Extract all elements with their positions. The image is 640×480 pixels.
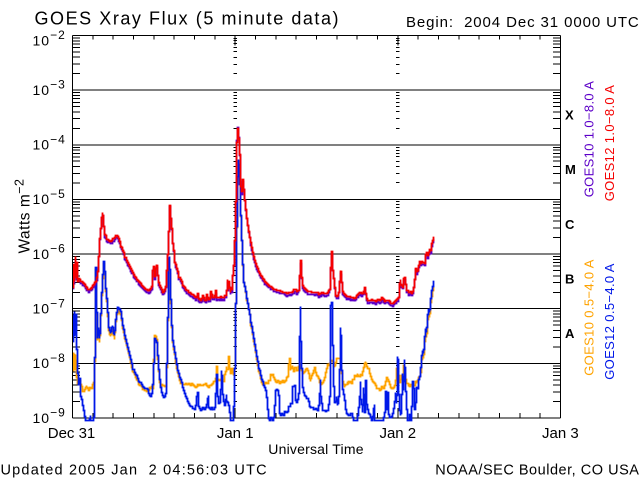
svg-text:10−6: 10−6: [33, 242, 66, 262]
svg-text:B: B: [565, 271, 574, 286]
svg-text:Begin: 2004 Dec 31 0000 UTC: Begin: 2004 Dec 31 0000 UTC: [406, 14, 640, 31]
svg-text:10−4: 10−4: [33, 132, 66, 152]
svg-text:10−2: 10−2: [33, 28, 66, 48]
svg-text:GOES Xray Flux (5 minute data): GOES Xray Flux (5 minute data): [35, 9, 341, 29]
svg-text:10−9: 10−9: [33, 406, 66, 426]
svg-text:10−5: 10−5: [33, 187, 66, 207]
svg-text:10−3: 10−3: [33, 78, 66, 98]
svg-text:10−8: 10−8: [33, 351, 66, 371]
svg-text:X: X: [565, 108, 574, 123]
svg-text:Jan 2: Jan 2: [379, 425, 416, 442]
svg-text:M: M: [565, 162, 576, 177]
svg-text:Jan 1: Jan 1: [217, 425, 254, 442]
svg-text:NOAA/SEC Boulder, CO USA: NOAA/SEC Boulder, CO USA: [435, 463, 639, 479]
svg-text:Jan 3: Jan 3: [542, 425, 579, 442]
svg-text:Watts m−2: Watts m−2: [13, 178, 34, 253]
svg-text:10−7: 10−7: [33, 296, 66, 316]
svg-text:A: A: [565, 326, 575, 341]
svg-text:Updated 2005 Jan 2 04:56:03 U: Updated 2005 Jan 2 04:56:03 UTC: [1, 463, 268, 479]
svg-text:Dec 31: Dec 31: [48, 425, 96, 442]
svg-text:Universal Time: Universal Time: [268, 441, 363, 457]
svg-text:GOES10 1.0−8.0 A: GOES10 1.0−8.0 A: [582, 81, 597, 198]
svg-text:GOES10 0.5−4.0 A: GOES10 0.5−4.0 A: [582, 259, 597, 376]
svg-text:C: C: [565, 217, 575, 232]
svg-text:GOES12 1.0−8.0 A: GOES12 1.0−8.0 A: [602, 85, 617, 202]
svg-text:GOES12 0.5−4.0 A: GOES12 0.5−4.0 A: [602, 263, 617, 380]
